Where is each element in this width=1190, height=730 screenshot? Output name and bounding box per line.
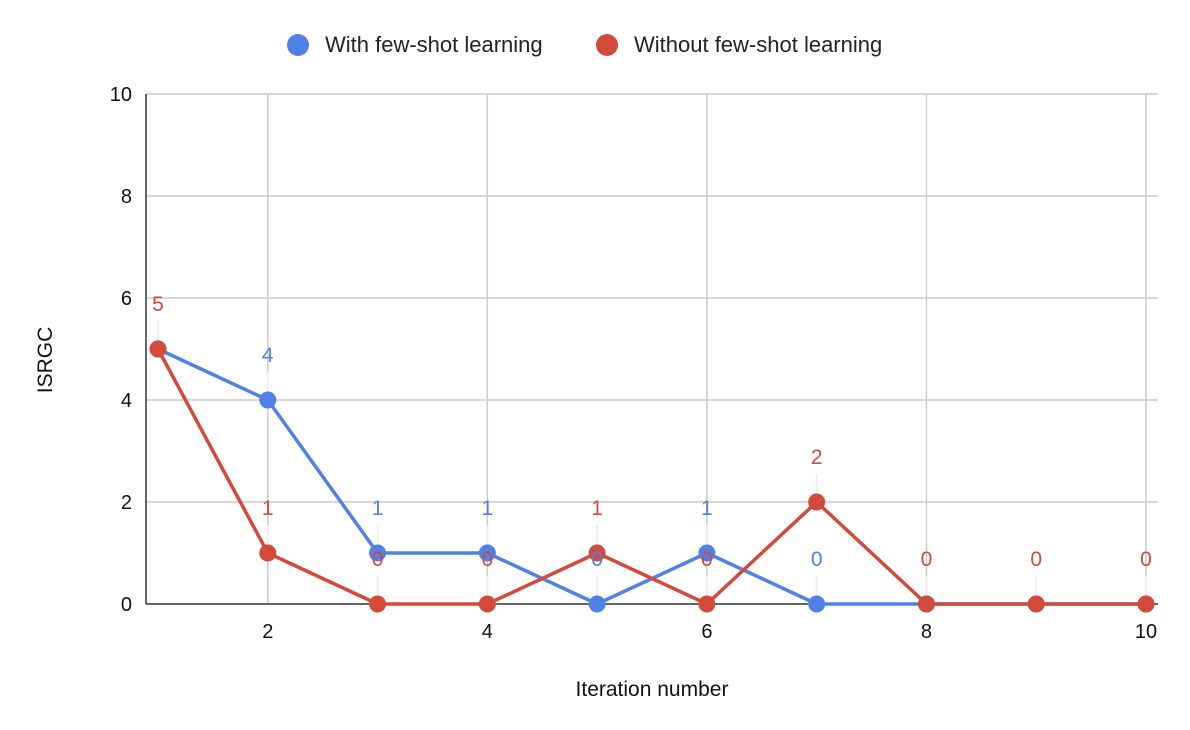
data-label-s1-6: 0 <box>701 548 713 571</box>
series-line-0 <box>157 347 1146 606</box>
data-point-s1-6 <box>698 595 716 613</box>
y-axis-title: ISRGC <box>34 327 57 394</box>
x-tick-label-2: 2 <box>262 621 273 643</box>
legend: With few-shot learning Without few-shot … <box>287 32 882 57</box>
series-layer <box>149 321 1155 613</box>
data-label-s1-5: 1 <box>591 497 603 520</box>
y-tick-label-8: 8 <box>121 186 132 208</box>
legend-label-without-few-shot: Without few-shot learning <box>634 32 882 57</box>
data-point-s0-6 <box>698 544 716 562</box>
x-tick-label-8: 8 <box>921 621 932 643</box>
grid <box>146 93 1158 604</box>
data-label-s1-2: 1 <box>262 497 274 520</box>
data-label-s0-7: 0 <box>811 548 823 571</box>
data-label-s1-9: 0 <box>1030 548 1042 571</box>
data-point-s0-2 <box>259 391 277 409</box>
legend-label-with-few-shot: With few-shot learning <box>325 32 543 57</box>
x-tick-label-10: 10 <box>1135 621 1157 643</box>
data-point-s0-7 <box>808 595 826 613</box>
data-label-s0-5: 0 <box>591 548 603 571</box>
x-tick-label-6: 6 <box>701 621 712 643</box>
data-label-s1-10: 0 <box>1140 548 1152 571</box>
data-point-s1-2 <box>259 544 277 562</box>
legend-marker-with-few-shot <box>287 34 309 56</box>
data-label-s1-1: 5 <box>152 293 164 316</box>
series-line-1 <box>156 348 1146 606</box>
data-label-s1-4: 0 <box>481 548 493 571</box>
data-point-s1-1 <box>149 340 167 358</box>
data-label-s0-3: 1 <box>372 497 384 520</box>
y-tick-label-6: 6 <box>121 288 132 310</box>
y-tick-label-4: 4 <box>121 390 132 412</box>
y-tick-label-10: 10 <box>110 84 132 106</box>
x-tick-label-4: 4 <box>482 621 493 643</box>
data-point-s1-5 <box>588 544 606 562</box>
y-tick-label-0: 0 <box>121 594 132 616</box>
x-axis-title: Iteration number <box>576 678 729 701</box>
legend-marker-without-few-shot <box>596 34 618 56</box>
y-tick-label-2: 2 <box>121 492 132 514</box>
data-point-s1-3 <box>369 595 387 613</box>
data-label-s0-4: 1 <box>481 497 493 520</box>
data-point-s0-5 <box>588 595 606 613</box>
data-point-s1-10 <box>1137 595 1155 613</box>
data-label-s1-8: 0 <box>921 548 933 571</box>
data-point-s0-4 <box>478 544 496 562</box>
data-label-s0-6: 1 <box>701 497 713 520</box>
data-point-s1-8 <box>917 595 935 613</box>
data-point-s0-3 <box>369 544 387 562</box>
data-point-s1-9 <box>1027 595 1045 613</box>
data-label-s1-7: 2 <box>811 446 823 469</box>
data-point-s1-7 <box>808 493 826 511</box>
data-point-s1-4 <box>478 595 496 613</box>
data-label-s0-2: 4 <box>262 344 274 367</box>
data-label-s1-3: 0 <box>372 548 384 571</box>
